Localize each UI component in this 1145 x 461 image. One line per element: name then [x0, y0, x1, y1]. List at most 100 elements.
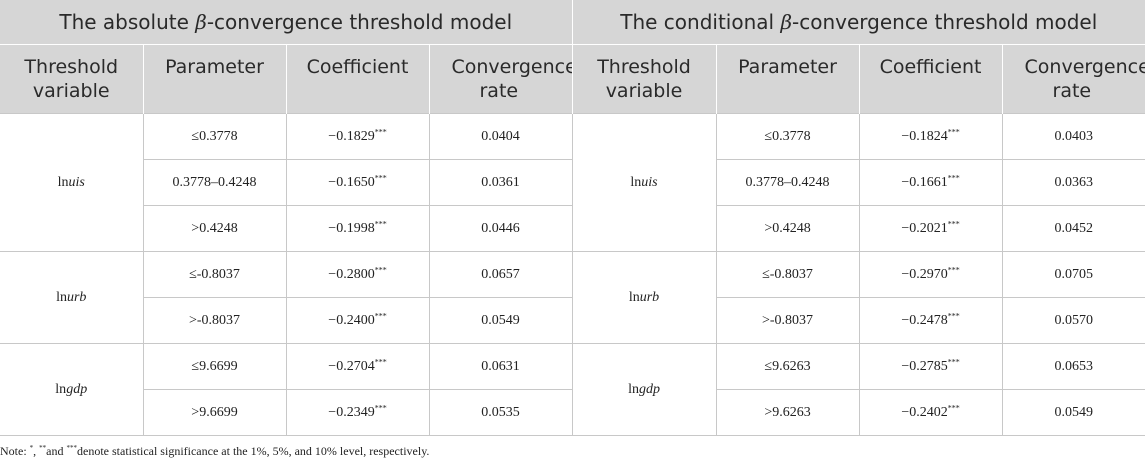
significance-mark: *** [374, 218, 387, 228]
parameter-cell: 0.3778–0.4248 [715, 159, 860, 206]
significance-mark: *** [947, 218, 960, 228]
significance-mark: *** [374, 402, 387, 412]
table-row: lngdp ≤9.6699 −0.2704*** 0.0631 lngdp ≤9… [0, 343, 1145, 436]
col-threshold-variable: Threshold variable [571, 44, 717, 114]
coefficient-value: −0.1829 [328, 128, 375, 144]
table-row: >-0.8037 −0.2400*** 0.0549 >-0.8037 −0.2… [0, 297, 1145, 344]
var-prefix: ln [57, 174, 69, 190]
coefficient-cell: −0.2402*** [858, 389, 1003, 436]
col-convergence-rate: Convergence rate [1001, 44, 1145, 114]
regression-table: The absolute β-convergence threshold mod… [0, 0, 1145, 436]
coefficient-value: −0.1650 [328, 174, 375, 190]
var-name: uis [68, 174, 85, 190]
parameter-cell: >9.6263 [715, 389, 860, 436]
rate-cell: 0.0549 [428, 297, 573, 344]
coefficient-value: −0.2349 [328, 404, 375, 420]
conditional-model-prefix: The conditional [620, 10, 781, 34]
rate-cell: 0.0403 [1001, 113, 1145, 160]
col-parameter: Parameter [715, 44, 860, 114]
coefficient-cell: −0.2021*** [858, 205, 1003, 252]
parameter-cell: >9.6699 [143, 389, 287, 436]
var-prefix: ln [628, 381, 639, 397]
col-rate-line1: Convergence [1024, 56, 1145, 78]
parameter-cell: ≤9.6699 [142, 343, 287, 390]
significance-mark: *** [374, 310, 387, 320]
col-convergence-rate: Convergence rate [428, 44, 573, 114]
rate-cell: 0.0653 [1001, 343, 1145, 390]
table-row: lnuis ≤0.3778 −0.1829*** 0.0404 lnuis ≤0… [0, 113, 1145, 252]
col-threshold-line2: variable [32, 80, 110, 102]
note-mark-2: ** [39, 444, 47, 452]
rate-cell: 0.0570 [1001, 297, 1145, 344]
significance-mark: *** [374, 356, 387, 366]
absolute-model-suffix: -convergence threshold model [206, 10, 513, 34]
rate-cell: 0.0452 [1001, 205, 1145, 252]
col-threshold-variable: Threshold variable [0, 44, 143, 114]
threshold-variable-cell: lngdp [571, 343, 717, 436]
table-row: lnurb ≤-0.8037 −0.2800*** 0.0657 lnurb ≤… [0, 251, 1145, 344]
col-rate-line2: rate [1052, 80, 1092, 102]
note-text: denote statistical significance at the 1… [77, 444, 430, 458]
significance-mark: *** [374, 264, 387, 274]
coefficient-cell: −0.1829*** [285, 113, 430, 160]
var-name: uis [641, 174, 658, 190]
var-prefix: ln [630, 174, 642, 190]
col-threshold-line2: variable [605, 80, 683, 102]
significance-mark: *** [947, 126, 960, 136]
col-rate-line2: rate [479, 80, 519, 102]
threshold-variable-cell: lngdp [0, 343, 144, 436]
parameter-cell: ≤-0.8037 [142, 251, 287, 298]
conditional-model-header: The conditional β-convergence threshold … [572, 0, 1145, 45]
parameter-cell: >0.4248 [143, 205, 287, 252]
parameter-cell: ≤0.3778 [142, 113, 287, 160]
coefficient-cell: −0.1824*** [858, 113, 1003, 160]
col-threshold-line1: Threshold [597, 56, 691, 78]
significance-mark: *** [374, 126, 387, 136]
group-header-row: The absolute β-convergence threshold mod… [0, 0, 1145, 45]
col-coefficient: Coefficient [858, 44, 1003, 114]
note-prefix: Note: [0, 444, 30, 458]
coefficient-cell: −0.1650*** [285, 159, 430, 206]
threshold-variable-cell: lnurb [0, 251, 144, 344]
rate-cell: 0.0705 [1001, 251, 1145, 298]
coefficient-value: −0.2400 [328, 312, 375, 328]
parameter-cell: >0.4248 [715, 205, 860, 252]
rate-cell: 0.0631 [428, 343, 573, 390]
table-row: >9.6699 −0.2349*** 0.0535 >9.6263 −0.240… [0, 389, 1145, 436]
var-prefix: ln [56, 289, 67, 305]
threshold-variable-cell: lnuis [571, 113, 717, 252]
parameter-cell: ≤0.3778 [715, 113, 860, 160]
var-name: urb [639, 289, 660, 305]
var-name: urb [66, 289, 87, 305]
note-mark-1: * [29, 444, 34, 452]
rate-cell: 0.0404 [428, 113, 573, 160]
table-header: The absolute β-convergence threshold mod… [0, 0, 1145, 114]
var-prefix: ln [55, 381, 67, 397]
coefficient-cell: −0.2970*** [858, 251, 1003, 298]
var-prefix: ln [628, 289, 640, 305]
column-header-row: Threshold variable Parameter Coefficient … [0, 44, 1145, 114]
absolute-model-header: The absolute β-convergence threshold mod… [0, 0, 573, 45]
coefficient-cell: −0.2704*** [285, 343, 430, 390]
note-separator: and [46, 444, 67, 458]
parameter-cell: ≤-0.8037 [715, 251, 860, 298]
rate-cell: 0.0361 [428, 159, 573, 206]
col-coefficient: Coefficient [285, 44, 429, 114]
coefficient-value: −0.2800 [328, 266, 375, 282]
rate-cell: 0.0446 [428, 205, 573, 252]
coefficient-value: −0.1824 [901, 128, 948, 144]
rate-cell: 0.0363 [1001, 159, 1145, 206]
significance-mark: *** [947, 172, 960, 182]
coefficient-cell: −0.2800*** [285, 251, 430, 298]
coefficient-value: −0.2402 [901, 404, 948, 420]
coefficient-value: −0.2704 [328, 358, 375, 374]
table-row: 0.3778–0.4248 −0.1650*** 0.0361 0.3778–0… [0, 159, 1145, 206]
coefficient-cell: −0.2349*** [285, 389, 430, 436]
var-name: gdp [66, 381, 88, 397]
absolute-model-prefix: The absolute [59, 10, 196, 34]
significance-mark: *** [947, 310, 960, 320]
rate-cell: 0.0535 [428, 389, 573, 436]
conditional-model-suffix: -convergence threshold model [792, 10, 1098, 34]
threshold-variable-cell: lnurb [571, 251, 717, 344]
coefficient-value: −0.1661 [901, 174, 948, 190]
